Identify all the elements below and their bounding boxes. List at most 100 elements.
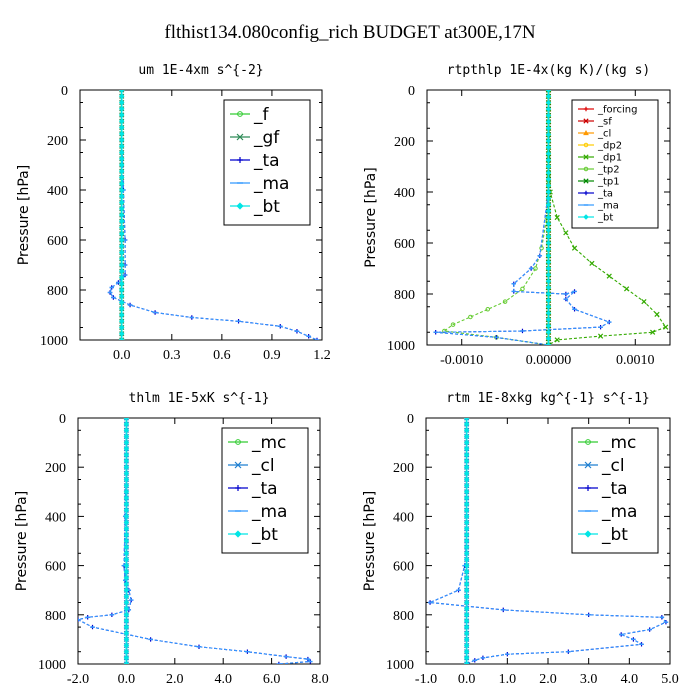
data-point — [545, 303, 552, 310]
data-point — [123, 599, 130, 606]
series-bt — [118, 90, 125, 340]
data-point — [276, 661, 282, 664]
legend-label: _tp2 — [597, 165, 620, 176]
y-tick-label: 1000 — [40, 334, 68, 349]
panel-title: thlm 1E-5xK s^{-1} — [129, 391, 270, 406]
data-point — [545, 189, 552, 195]
data-point — [545, 138, 552, 144]
legend-marker — [583, 106, 589, 112]
data-point — [118, 299, 125, 306]
data-point — [118, 180, 125, 187]
data-point — [545, 214, 552, 221]
legend-label: _ma — [251, 502, 287, 522]
data-point — [118, 143, 125, 150]
series-line — [109, 90, 318, 340]
data-point — [118, 93, 125, 100]
data-point — [468, 314, 473, 320]
data-point — [118, 149, 125, 156]
data-point — [118, 318, 125, 325]
legend-label: _bt — [253, 197, 280, 217]
data-point — [118, 218, 125, 225]
data-point — [545, 106, 552, 112]
data-point — [463, 513, 470, 520]
y-tick-label: 200 — [393, 461, 414, 476]
y-tick-label: 1000 — [38, 658, 66, 673]
series-dp1 — [545, 90, 669, 345]
legend-marker — [585, 485, 591, 491]
data-point — [118, 124, 125, 131]
series-line — [442, 90, 550, 345]
y-tick-label: 400 — [47, 184, 68, 199]
data-point — [545, 157, 552, 163]
legend-label: _bt — [251, 525, 278, 545]
data-point — [545, 246, 552, 253]
legend-label: _dp2 — [597, 141, 622, 152]
data-point — [545, 119, 552, 125]
x-tick-label: 2.0 — [166, 672, 184, 687]
plot-frame — [79, 89, 323, 341]
data-point — [118, 168, 125, 175]
data-point — [118, 268, 125, 275]
legend-label: _ma — [601, 502, 637, 522]
data-point — [463, 661, 470, 664]
data-point — [123, 476, 130, 483]
data-point — [563, 230, 569, 236]
data-point — [463, 581, 470, 587]
data-point — [463, 433, 470, 440]
x-tick-label: 0.6 — [213, 348, 231, 363]
data-point — [123, 550, 130, 557]
data-point — [463, 439, 470, 446]
data-point — [545, 252, 552, 259]
legend-marker — [237, 111, 243, 117]
data-point — [118, 249, 125, 256]
series-bt — [463, 418, 470, 664]
y-tick-label: 800 — [394, 288, 415, 303]
data-point — [118, 118, 125, 125]
y-tick-label: 1000 — [386, 658, 414, 673]
y-tick-label: 400 — [393, 510, 414, 525]
data-point — [533, 266, 538, 271]
panel-um: um 1E-4xm s^{-2} Pressure [hPa] 0 200 400 600… — [16, 63, 331, 363]
data-point — [118, 274, 125, 281]
legend-label: _cl — [601, 456, 625, 476]
data-point — [463, 464, 470, 470]
data-point — [463, 630, 470, 637]
x-tick-label: 0.3 — [163, 348, 181, 363]
data-point — [545, 278, 552, 285]
data-point — [118, 262, 125, 268]
x-tick-label: 6.0 — [263, 672, 281, 687]
legend-marker — [235, 485, 241, 491]
data-point — [463, 458, 470, 464]
data-point — [118, 90, 125, 93]
data-point — [463, 648, 470, 655]
data-point — [118, 280, 125, 287]
data-point — [463, 612, 470, 618]
data-point — [463, 507, 470, 514]
legend-marker — [234, 530, 242, 538]
data-point — [463, 562, 470, 569]
data-point — [502, 299, 508, 304]
y-tick-label: 600 — [394, 237, 415, 252]
data-point — [119, 337, 125, 340]
data-point — [123, 470, 130, 477]
legend-label: _ma — [253, 174, 289, 194]
data-point — [314, 337, 320, 340]
legend-label: _mc — [251, 433, 286, 453]
legend: _mc _cl _ta _ma _bt — [571, 427, 659, 554]
data-point — [118, 224, 125, 231]
legend-marker — [585, 439, 591, 445]
x-tick-label: 4.0 — [621, 672, 639, 687]
data-point — [545, 221, 552, 227]
legend-label: _bt — [601, 525, 628, 545]
legend-label: _ma — [597, 201, 619, 212]
data-point — [123, 433, 130, 440]
y-tick-label: 0 — [408, 84, 415, 99]
legend-label: _ta — [253, 151, 280, 171]
x-tick-label: 0.0 — [118, 672, 136, 687]
data-point — [545, 112, 552, 119]
panel-title: rtpthlp 1E-4x(kg K)/(kg s) — [447, 63, 651, 78]
data-point — [545, 208, 552, 214]
data-point — [463, 418, 470, 421]
panel-title: rtm 1E-8xkg kg^{-1} s^{-1} — [446, 391, 650, 406]
data-point — [623, 286, 630, 292]
